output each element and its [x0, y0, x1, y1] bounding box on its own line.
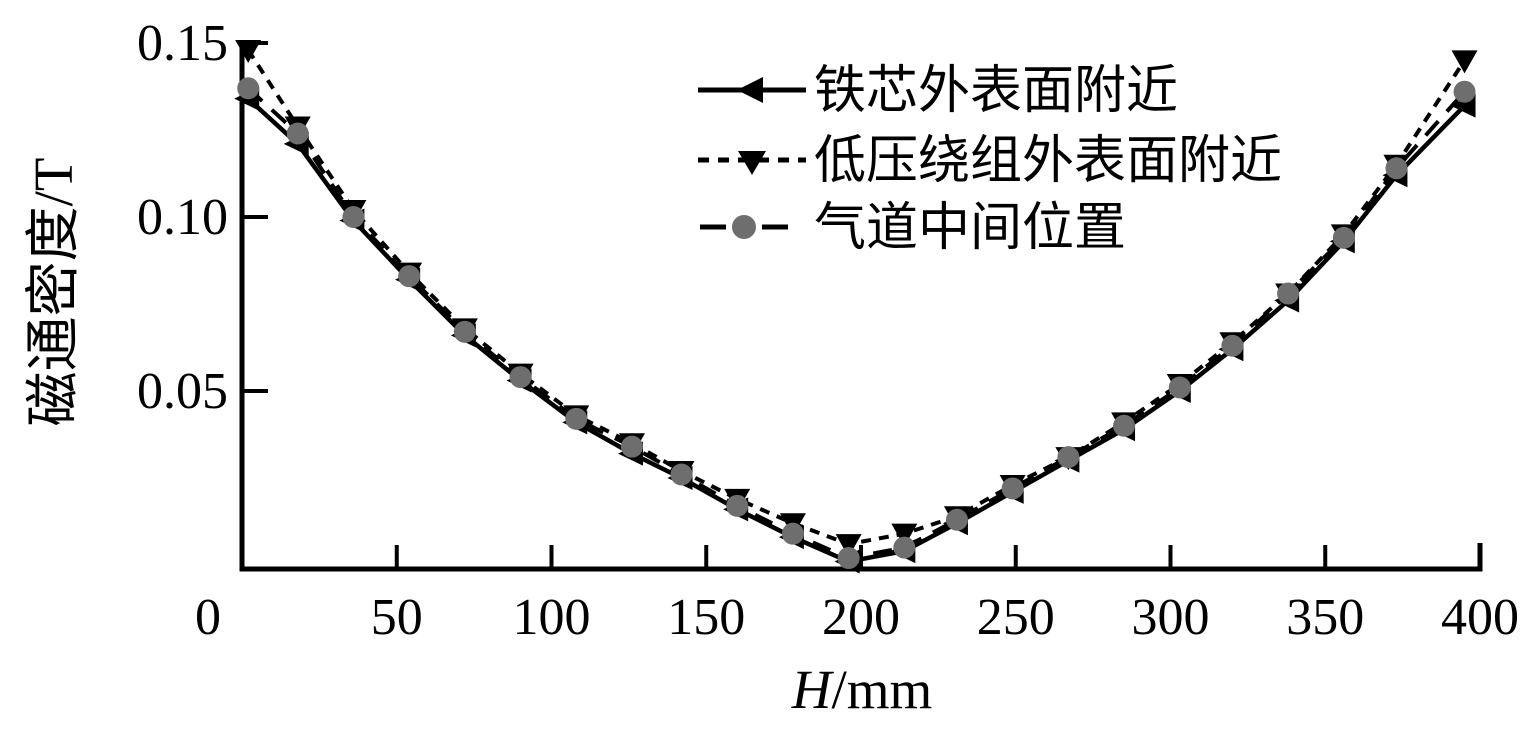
marker-circle: [945, 508, 968, 531]
marker-circle: [398, 265, 421, 288]
marker-triangle-down: [1451, 50, 1478, 74]
marker-circle: [1113, 414, 1136, 437]
marker-circle: [1168, 376, 1191, 399]
marker-circle: [453, 320, 476, 343]
marker-circle: [286, 122, 309, 145]
marker-circle: [342, 206, 365, 228]
legend-label-air-duct: 气道中间位置: [814, 200, 1126, 257]
marker-circle: [565, 407, 588, 430]
marker-circle: [1057, 446, 1080, 469]
x-axis-title: H/mm: [791, 659, 933, 720]
marker-circle: [1277, 282, 1300, 305]
legend-label-lv-winding: 低压绕组外表面附近: [814, 133, 1282, 190]
y-tick-label: 0.10: [137, 189, 228, 246]
legend-circle-icon: [732, 215, 756, 239]
x-axis-title-variable: H: [791, 659, 835, 720]
x-tick-label: 50: [371, 589, 423, 646]
y-axis-title: 磁通密度/T: [23, 158, 84, 427]
x-axis-title-unit: /mm: [831, 659, 932, 720]
marker-circle: [1453, 80, 1476, 103]
legend-item-lv-winding: 低压绕组外表面附近: [698, 133, 1282, 190]
marker-triangle-down: [891, 523, 918, 547]
x-tick-label: 400: [1441, 589, 1519, 646]
marker-circle: [670, 463, 693, 486]
series-layer: [234, 39, 1478, 574]
marker-triangle-down: [835, 534, 862, 558]
y-tick-label: 0.15: [137, 15, 228, 72]
marker-circle: [781, 522, 804, 545]
tick-labels-layer: 0.05 0.10 0.15 0 50 100 150 200 250 300 350 400: [137, 15, 1519, 646]
marker-circle: [893, 536, 916, 559]
y-tick-label: 0.05: [137, 363, 228, 420]
x-tick-label: 100: [513, 589, 591, 646]
axes-layer: [239, 40, 1483, 572]
legend-item-core-surface: 铁芯外表面附近: [698, 63, 1178, 120]
marker-circle: [237, 77, 260, 100]
x-tick-label: 300: [1132, 589, 1210, 646]
marker-circle: [1385, 157, 1408, 180]
x-tick-label: 200: [822, 589, 900, 646]
marker-circle: [1332, 226, 1355, 249]
legend-triangle-down-icon: [738, 151, 766, 175]
marker-circle: [1221, 334, 1244, 357]
marker-circle: [837, 547, 860, 570]
legend-triangle-left-icon: [737, 77, 763, 103]
x-tick-label: 0: [195, 589, 221, 646]
legend: 铁芯外表面附近 低压绕组外表面附近 气道中间位置: [698, 63, 1282, 257]
x-tick-label: 250: [977, 589, 1055, 646]
marker-circle: [1001, 477, 1024, 500]
marker-circle: [726, 494, 749, 517]
x-tick-label: 150: [667, 589, 745, 646]
series-2: [237, 77, 1476, 570]
x-tick-label: 350: [1286, 589, 1364, 646]
legend-label-core-surface: 铁芯外表面附近: [814, 63, 1178, 120]
marker-circle: [620, 435, 643, 458]
legend-item-air-duct: 气道中间位置: [700, 200, 1126, 257]
marker-triangle-down: [235, 39, 262, 63]
marker-circle: [509, 366, 532, 389]
